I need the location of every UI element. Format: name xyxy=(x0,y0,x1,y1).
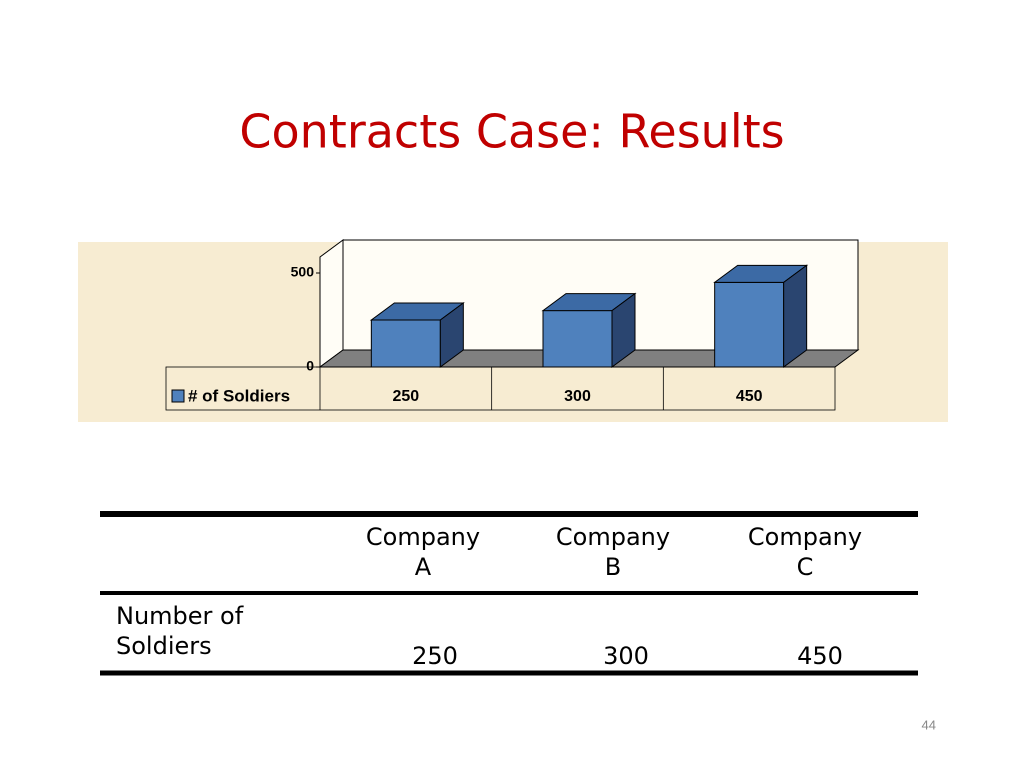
table-cell: Company C xyxy=(747,523,863,581)
data-table-value: 250 xyxy=(392,388,419,405)
bar-front xyxy=(370,319,441,368)
table-cell: Number of Soldiers xyxy=(116,602,244,660)
bar-front xyxy=(542,310,613,368)
table-cell: Company B xyxy=(555,523,671,581)
table-cell: 450 xyxy=(797,642,843,670)
bar-side xyxy=(783,264,808,368)
table-cell: 300 xyxy=(603,642,649,670)
y-tick-label: 0 xyxy=(306,358,314,374)
page-number: 44 xyxy=(922,717,936,732)
bar-side xyxy=(611,292,636,368)
data-table-value: 300 xyxy=(564,388,591,405)
slide-title: Contracts Case: Results xyxy=(239,105,784,159)
table-cell: Company A xyxy=(365,523,481,581)
legend-swatch xyxy=(171,389,185,403)
bar-front xyxy=(714,281,785,368)
data-table-value: 450 xyxy=(736,388,763,405)
data-table-border xyxy=(165,366,836,411)
bar-side xyxy=(439,302,464,368)
chart: 0 500 # of Soldiers 250 300 450 xyxy=(165,239,860,411)
table-cell: 250 xyxy=(412,642,458,670)
side-wall xyxy=(319,239,344,368)
legend-label: # of Soldiers xyxy=(188,386,290,405)
y-tick-label: 500 xyxy=(291,264,315,280)
